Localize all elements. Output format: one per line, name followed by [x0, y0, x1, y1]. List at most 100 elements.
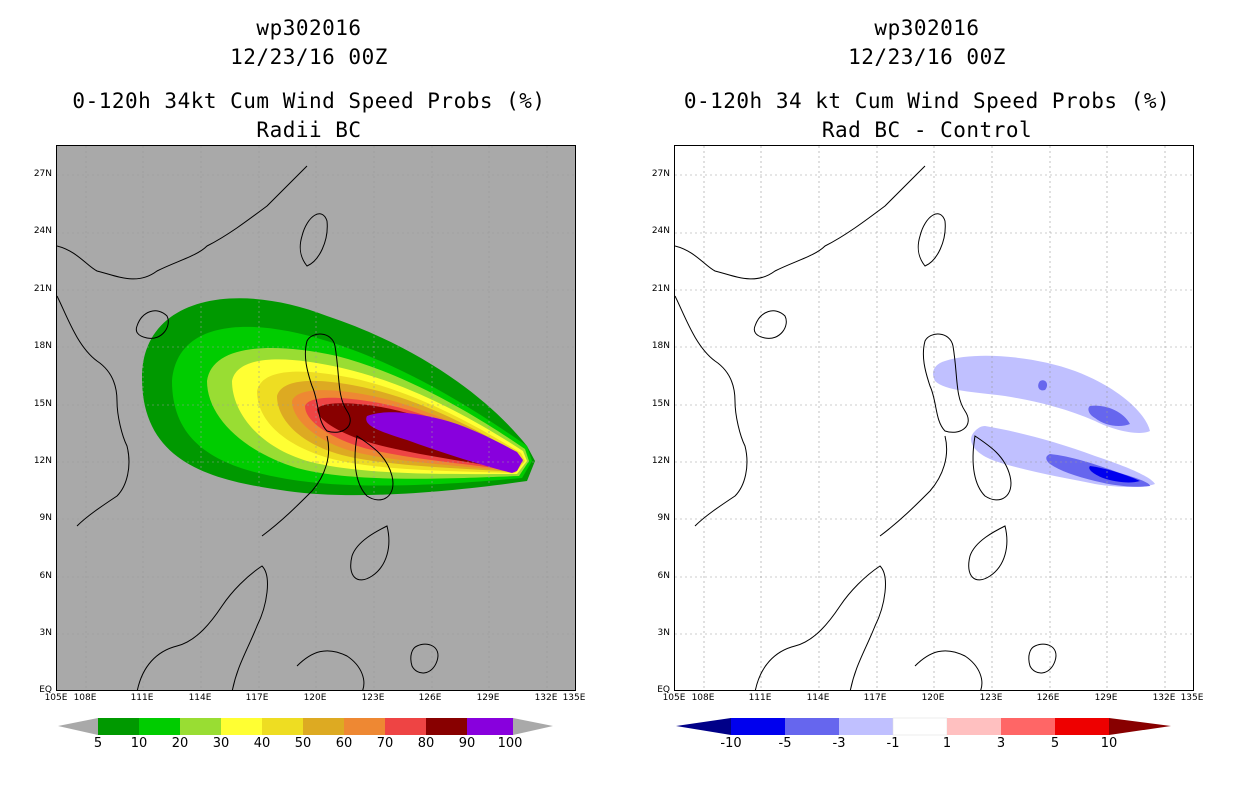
lat-label: EQ: [657, 685, 670, 695]
lon-label: 114E: [806, 693, 830, 703]
lon-label: 120E: [303, 693, 327, 703]
lon-label: 129E: [1094, 693, 1118, 703]
colorbar-swatch: [385, 718, 426, 735]
lon-label: 123E: [979, 693, 1003, 703]
lon-label: 132E: [1152, 693, 1176, 703]
lon-label: 135E: [562, 693, 586, 703]
colorbar-label: 3: [996, 736, 1006, 751]
left-panel: wp302016 12/23/16 00Z 0-120h 34kt Cum Wi…: [33, 16, 586, 751]
colorbar-label: 30: [212, 736, 230, 751]
lon-label: 126E: [1036, 693, 1060, 703]
colorbar-high-arrow: [1109, 718, 1171, 735]
left-colorbar-svg: [58, 718, 553, 735]
lat-label: 27N: [651, 169, 670, 179]
colorbar-swatch: [947, 718, 1001, 735]
colorbar-swatch: [344, 718, 385, 735]
colorbar-label: 70: [376, 736, 394, 751]
lat-label: 21N: [33, 284, 52, 294]
lat-label: 21N: [651, 284, 670, 294]
left-datetime: 12/23/16 00Z: [230, 45, 388, 69]
right-map: [674, 145, 1194, 691]
probability-field: [142, 298, 535, 496]
lon-label: 108E: [691, 693, 715, 703]
right-datetime: 12/23/16 00Z: [848, 45, 1006, 69]
colorbar-swatch: [426, 718, 467, 735]
lon-label: 111E: [130, 693, 154, 703]
colorbar-low-arrow: [58, 718, 98, 735]
lon-label: 132E: [534, 693, 558, 703]
lat-label: 6N: [39, 571, 52, 581]
lat-label: 9N: [657, 513, 670, 523]
lon-label: 105E: [662, 693, 686, 703]
lon-label: 120E: [921, 693, 945, 703]
lat-label: 15N: [33, 399, 52, 409]
colorbar-swatch: [221, 718, 262, 735]
lon-label: 105E: [44, 693, 68, 703]
colorbar-swatch: [892, 717, 948, 736]
colorbar-label: 90: [458, 736, 476, 751]
right-product-title: 0-120h 34 kt Cum Wind Speed Probs (%): [683, 89, 1171, 113]
left-subtitle: Radii BC: [256, 118, 362, 142]
right-map-svg: [675, 146, 1193, 690]
colorbar-label: -5: [778, 736, 792, 751]
lat-label: 24N: [33, 226, 52, 236]
lon-label: 117E: [245, 693, 269, 703]
right-panel: wp302016 12/23/16 00Z 0-120h 34 kt Cum W…: [618, 0, 1236, 800]
left-storm-id: wp302016: [256, 16, 362, 40]
colorbar-swatch: [98, 718, 139, 735]
colorbar-label: -10: [720, 736, 742, 751]
lon-label: 123E: [361, 693, 385, 703]
colorbar-label: 5: [1050, 736, 1060, 751]
colorbar-label: 60: [335, 736, 353, 751]
lat-label: 18N: [33, 341, 52, 351]
colorbar-low-arrow: [676, 718, 731, 735]
lat-label: 24N: [651, 226, 670, 236]
lat-label: EQ: [39, 685, 52, 695]
colorbar-label: 80: [417, 736, 435, 751]
colorbar-label: 1: [942, 736, 952, 751]
colorbar-label: 100: [497, 736, 523, 751]
left-map-svg: [57, 146, 575, 690]
colorbar-swatch: [1055, 718, 1109, 735]
right-colorbar: [676, 717, 1172, 739]
lon-label: 135E: [1180, 693, 1204, 703]
colorbar-label: 10: [1100, 736, 1118, 751]
lon-label: 114E: [188, 693, 212, 703]
grid-lines: [57, 146, 575, 690]
colorbar-swatch: [303, 718, 344, 735]
left-colorbar: [58, 717, 554, 739]
right-subtitle: Rad BC - Control: [821, 118, 1033, 142]
right-colorbar-svg: [676, 717, 1171, 736]
colorbar-label: -1: [886, 736, 900, 751]
colorbar-swatch: [467, 718, 513, 735]
lat-label: 12N: [651, 456, 670, 466]
colorbar-high-arrow: [513, 718, 553, 735]
lon-label: 117E: [863, 693, 887, 703]
difference-field: [933, 355, 1155, 487]
colorbar-label: -3: [832, 736, 846, 751]
right-storm-id: wp302016: [874, 16, 980, 40]
colorbar-swatch: [731, 718, 785, 735]
colorbar-label: 50: [294, 736, 312, 751]
colorbar-swatch: [1001, 718, 1055, 735]
colorbar-label: 40: [253, 736, 271, 751]
colorbar-swatch: [139, 718, 180, 735]
lon-label: 126E: [418, 693, 442, 703]
lat-label: 3N: [39, 628, 52, 638]
lat-label: 9N: [39, 513, 52, 523]
colorbar-label: 5: [93, 736, 103, 751]
lat-label: 3N: [657, 628, 670, 638]
left-product-title: 0-120h 34kt Cum Wind Speed Probs (%): [72, 89, 546, 113]
colorbar-swatch: [785, 718, 839, 735]
colorbar-swatch: [839, 718, 893, 735]
lon-label: 111E: [748, 693, 772, 703]
lon-label: 129E: [476, 693, 500, 703]
colorbar-swatch: [262, 718, 303, 735]
lat-label: 6N: [657, 571, 670, 581]
lat-label: 27N: [33, 169, 52, 179]
coastlines: [675, 165, 1057, 690]
coastlines: [57, 165, 439, 690]
colorbar-label: 10: [130, 736, 148, 751]
lat-label: 15N: [651, 399, 670, 409]
left-map: [56, 145, 576, 691]
